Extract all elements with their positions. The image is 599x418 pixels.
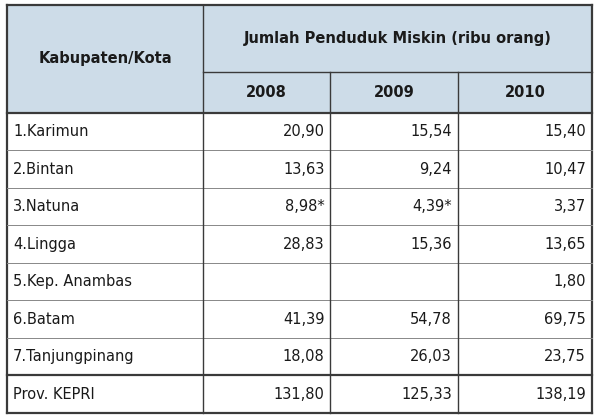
Bar bbox=[203, 5, 592, 72]
Text: 1,80: 1,80 bbox=[553, 274, 586, 289]
Text: 18,08: 18,08 bbox=[283, 349, 325, 364]
Bar bbox=[458, 338, 592, 375]
Text: 5.Kep. Anambas: 5.Kep. Anambas bbox=[13, 274, 132, 289]
Text: 125,33: 125,33 bbox=[401, 387, 452, 402]
Bar bbox=[331, 375, 458, 413]
Bar bbox=[458, 72, 592, 113]
Text: 8,98*: 8,98* bbox=[285, 199, 325, 214]
Text: 3,37: 3,37 bbox=[553, 199, 586, 214]
Text: Jumlah Penduduk Miskin (ribu orang): Jumlah Penduduk Miskin (ribu orang) bbox=[243, 31, 551, 46]
Bar bbox=[458, 375, 592, 413]
Bar bbox=[331, 301, 458, 338]
Text: 2008: 2008 bbox=[246, 85, 287, 100]
Text: 54,78: 54,78 bbox=[410, 312, 452, 327]
Bar bbox=[203, 263, 331, 301]
Bar bbox=[331, 263, 458, 301]
Bar bbox=[203, 301, 331, 338]
Text: 20,90: 20,90 bbox=[283, 124, 325, 139]
Bar bbox=[458, 225, 592, 263]
Text: 4.Lingga: 4.Lingga bbox=[13, 237, 76, 252]
Bar bbox=[203, 188, 331, 225]
Bar bbox=[203, 150, 331, 188]
Bar bbox=[7, 301, 203, 338]
Text: 69,75: 69,75 bbox=[544, 312, 586, 327]
Text: 10,47: 10,47 bbox=[544, 162, 586, 177]
Text: 23,75: 23,75 bbox=[544, 349, 586, 364]
Text: 15,40: 15,40 bbox=[544, 124, 586, 139]
Text: 28,83: 28,83 bbox=[283, 237, 325, 252]
Bar bbox=[203, 338, 331, 375]
Bar bbox=[203, 375, 331, 413]
Text: Prov. KEPRI: Prov. KEPRI bbox=[13, 387, 95, 402]
Bar bbox=[331, 150, 458, 188]
Bar bbox=[331, 225, 458, 263]
Text: 138,19: 138,19 bbox=[535, 387, 586, 402]
Bar bbox=[7, 375, 203, 413]
Bar bbox=[203, 113, 331, 150]
Text: 41,39: 41,39 bbox=[283, 312, 325, 327]
Bar bbox=[458, 113, 592, 150]
Text: 13,65: 13,65 bbox=[544, 237, 586, 252]
Text: 15,36: 15,36 bbox=[410, 237, 452, 252]
Bar bbox=[458, 301, 592, 338]
Bar bbox=[458, 263, 592, 301]
Bar bbox=[458, 188, 592, 225]
Bar bbox=[7, 263, 203, 301]
Text: 1.Karimun: 1.Karimun bbox=[13, 124, 89, 139]
Bar bbox=[7, 188, 203, 225]
Bar bbox=[331, 188, 458, 225]
Text: 4,39*: 4,39* bbox=[412, 199, 452, 214]
Bar bbox=[203, 225, 331, 263]
Text: 6.Batam: 6.Batam bbox=[13, 312, 75, 327]
Bar bbox=[331, 72, 458, 113]
Text: Kabupaten/Kota: Kabupaten/Kota bbox=[38, 51, 172, 66]
Bar bbox=[7, 113, 203, 150]
Text: 2.Bintan: 2.Bintan bbox=[13, 162, 75, 177]
Bar bbox=[7, 225, 203, 263]
Bar bbox=[203, 72, 331, 113]
Text: 9,24: 9,24 bbox=[419, 162, 452, 177]
Bar bbox=[458, 150, 592, 188]
Text: 26,03: 26,03 bbox=[410, 349, 452, 364]
Text: 3.Natuna: 3.Natuna bbox=[13, 199, 80, 214]
Text: 13,63: 13,63 bbox=[283, 162, 325, 177]
Bar bbox=[7, 5, 203, 113]
Bar bbox=[331, 113, 458, 150]
Text: 2009: 2009 bbox=[374, 85, 415, 100]
Text: 2010: 2010 bbox=[504, 85, 545, 100]
Bar bbox=[331, 338, 458, 375]
Text: 131,80: 131,80 bbox=[274, 387, 325, 402]
Bar bbox=[7, 150, 203, 188]
Text: 7.Tanjungpinang: 7.Tanjungpinang bbox=[13, 349, 135, 364]
Bar bbox=[7, 338, 203, 375]
Text: 15,54: 15,54 bbox=[410, 124, 452, 139]
